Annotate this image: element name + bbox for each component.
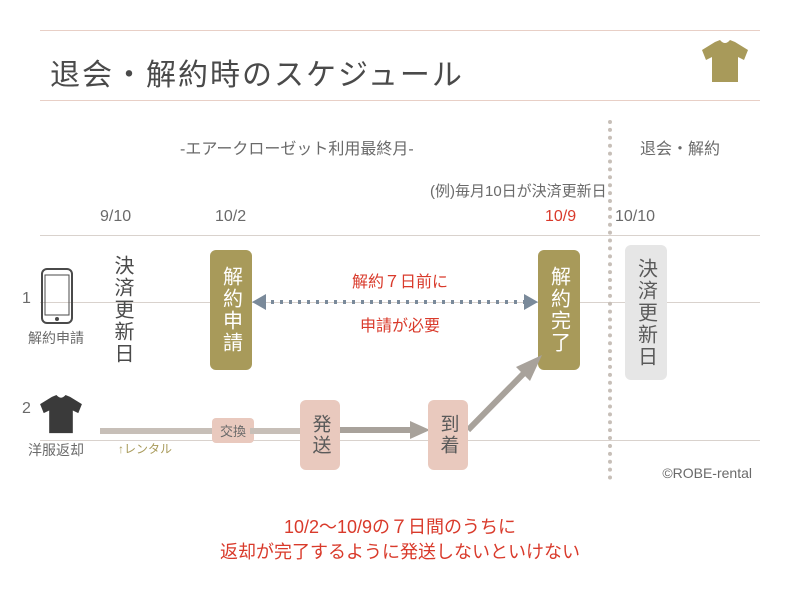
date-1: 9/10: [100, 208, 131, 226]
schedule-diagram: 退会・解約時のスケジュール -エアークローゼット利用最終月- 退会・解約 (例)…: [0, 0, 800, 600]
rule-top: [40, 30, 760, 31]
subtitle-right: 退会・解約: [640, 135, 720, 159]
exchange-pill: 交換: [212, 418, 254, 443]
warn-mid-2: 申請が必要: [300, 312, 500, 336]
vertical-separator: [608, 120, 612, 480]
cancel-complete-box: 解約完了: [538, 250, 580, 370]
rule-dates: [40, 235, 760, 236]
arrive-text: 到着: [435, 414, 462, 456]
rule-under-title: [40, 100, 760, 101]
credit: ©ROBE-rental: [662, 465, 752, 481]
row2-label: 洋服返却: [28, 440, 84, 460]
rental-bar: [100, 428, 215, 434]
warn-bottom: 10/2〜10/9の７日間のうちに 返却が完了するように発送しないといけない: [0, 515, 800, 565]
example-label: (例)毎月10日が決済更新日: [430, 180, 607, 201]
ship-text: 発送: [307, 414, 334, 456]
row2-num: 2: [22, 400, 31, 418]
arrive-box: 到着: [428, 400, 468, 470]
page-title: 退会・解約時のスケジュール: [50, 50, 464, 94]
arrow-arrive-complete: [468, 355, 548, 435]
warn-mid-1: 解約７日前に: [300, 268, 500, 292]
ship-box: 発送: [300, 400, 340, 470]
date-4: 10/10: [615, 208, 655, 226]
settle-day-2-box: 決済更新日: [625, 245, 667, 380]
tshirt-dark-icon: [38, 395, 84, 440]
arrow-ship-arrive: [340, 420, 430, 440]
subtitle-left: -エアークローゼット利用最終月-: [180, 135, 414, 159]
date-2: 10/2: [215, 208, 246, 226]
date-3: 10/9: [545, 208, 576, 226]
cancel-request-text: 解約申請: [217, 266, 246, 354]
warn-bottom-2: 返却が完了するように発送しないといけない: [220, 542, 580, 562]
cancel-complete-text: 解約完了: [545, 266, 574, 354]
cancel-request-box: 解約申請: [210, 250, 252, 370]
row1-label: 解約申請: [28, 328, 84, 348]
conn-1: [250, 428, 305, 434]
rental-label: ↑レンタル: [118, 440, 172, 457]
settle-day-1: 決済更新日: [108, 255, 137, 365]
phone-icon: [40, 268, 74, 329]
row1-num: 1: [22, 290, 31, 308]
tshirt-icon: [700, 40, 750, 89]
warn-bottom-1: 10/2〜10/9の７日間のうちに: [284, 517, 516, 537]
settle-day-2-text: 決済更新日: [632, 258, 661, 368]
